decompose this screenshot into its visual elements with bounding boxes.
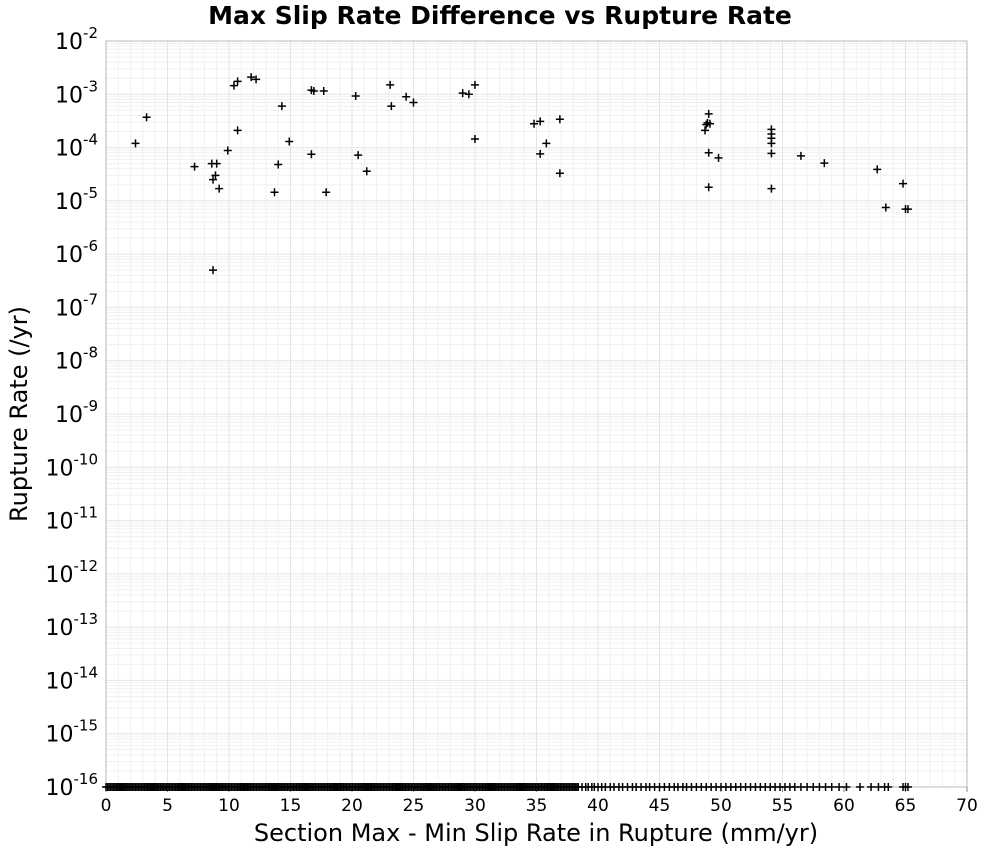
y-tick-label: 10-8 bbox=[55, 344, 98, 375]
data-point bbox=[270, 188, 279, 197]
data-point bbox=[351, 91, 360, 100]
data-point bbox=[464, 90, 473, 99]
data-point bbox=[530, 119, 539, 128]
data-point bbox=[322, 188, 331, 197]
data-point bbox=[211, 171, 220, 180]
y-tick-label: 10-11 bbox=[46, 504, 99, 535]
data-point bbox=[215, 184, 224, 193]
data-point bbox=[555, 115, 564, 124]
data-point bbox=[277, 102, 286, 111]
data-point bbox=[212, 159, 221, 168]
data-point bbox=[820, 159, 829, 168]
x-tick-label: 60 bbox=[833, 796, 855, 816]
data-point bbox=[209, 175, 218, 184]
data-point bbox=[767, 139, 776, 148]
x-tick-label: 10 bbox=[218, 796, 240, 816]
data-point bbox=[704, 109, 713, 118]
x-tick-label: 70 bbox=[956, 796, 978, 816]
y-tick-label: 10-4 bbox=[55, 131, 98, 162]
data-point bbox=[796, 151, 805, 160]
data-point bbox=[855, 783, 864, 791]
data-point bbox=[229, 81, 238, 90]
x-tick-label: 50 bbox=[710, 796, 732, 816]
data-point bbox=[827, 783, 836, 791]
data-point bbox=[867, 783, 876, 791]
data-point bbox=[542, 139, 551, 148]
data-point bbox=[471, 80, 479, 89]
y-tick-label: 10-14 bbox=[46, 663, 99, 694]
data-point bbox=[704, 148, 713, 157]
data-point bbox=[767, 149, 776, 158]
data-point bbox=[131, 139, 140, 148]
data-point bbox=[881, 203, 890, 212]
x-tick-label: 40 bbox=[587, 796, 609, 816]
x-tick-label: 65 bbox=[895, 796, 917, 816]
x-axis-title: Section Max - Min Slip Rate in Rupture (… bbox=[254, 819, 818, 847]
data-point bbox=[555, 169, 564, 178]
data-point bbox=[362, 167, 371, 176]
data-point bbox=[233, 126, 242, 135]
data-point bbox=[701, 126, 710, 135]
y-tick-label: 10-2 bbox=[55, 24, 98, 55]
y-tick-label: 10-10 bbox=[46, 450, 99, 481]
data-point bbox=[285, 137, 294, 146]
y-tick-label: 10-6 bbox=[55, 237, 98, 268]
data-point bbox=[274, 160, 283, 169]
x-tick-label: 0 bbox=[101, 796, 112, 816]
x-tick-label: 30 bbox=[464, 796, 486, 816]
x-tick-label: 5 bbox=[162, 796, 173, 816]
x-tick-label: 45 bbox=[649, 796, 671, 816]
data-point bbox=[714, 153, 723, 162]
data-point bbox=[536, 149, 545, 158]
data-point bbox=[903, 205, 912, 214]
data-point bbox=[190, 162, 199, 171]
data-point bbox=[458, 89, 467, 98]
x-tick-label: 35 bbox=[526, 796, 548, 816]
data-point bbox=[233, 77, 242, 86]
data-point bbox=[309, 87, 318, 96]
data-point bbox=[142, 113, 151, 122]
data-point bbox=[209, 266, 218, 275]
data-point bbox=[835, 783, 844, 791]
x-tick-label: 25 bbox=[403, 796, 425, 816]
data-point bbox=[471, 134, 479, 143]
y-tick-label: 10-12 bbox=[46, 557, 99, 588]
data-point bbox=[536, 117, 545, 126]
data-point bbox=[873, 165, 882, 174]
data-point bbox=[223, 146, 232, 155]
data-point bbox=[386, 80, 395, 89]
data-point bbox=[842, 783, 851, 791]
data-point bbox=[252, 75, 261, 84]
x-tick-label: 15 bbox=[280, 796, 302, 816]
x-tick-label: 20 bbox=[341, 796, 363, 816]
data-point bbox=[704, 183, 713, 192]
data-points bbox=[102, 73, 912, 791]
data-point bbox=[767, 184, 776, 193]
data-point bbox=[409, 98, 418, 107]
y-tick-label: 10-9 bbox=[55, 397, 98, 428]
y-tick-label: 10-13 bbox=[46, 610, 99, 641]
data-point bbox=[702, 120, 711, 129]
data-point bbox=[307, 150, 316, 159]
x-tick-label: 55 bbox=[772, 796, 794, 816]
y-tick-label: 10-15 bbox=[46, 717, 99, 748]
y-tick-label: 10-5 bbox=[55, 184, 98, 215]
y-tick-label: 10-3 bbox=[55, 77, 98, 108]
data-point bbox=[903, 783, 912, 791]
y-tick-label: 10-16 bbox=[46, 770, 99, 801]
data-point bbox=[354, 151, 363, 160]
data-point bbox=[319, 87, 328, 96]
axis-ticks: 0 5 10 15 20 25 30 35 40 45 50 55 60 65 70 10-2 10-3 10-4… bbox=[46, 24, 978, 816]
y-axis-title: Rupture Rate (/yr) bbox=[5, 306, 33, 522]
data-point bbox=[402, 92, 411, 101]
data-point bbox=[247, 73, 256, 82]
data-point bbox=[387, 102, 396, 111]
y-tick-label: 10-7 bbox=[55, 290, 98, 321]
plot-grid bbox=[105, 40, 968, 788]
chart-title: Max Slip Rate Difference vs Rupture Rate bbox=[208, 1, 792, 30]
data-point bbox=[899, 179, 908, 188]
data-point bbox=[884, 783, 893, 791]
data-point bbox=[705, 119, 714, 128]
